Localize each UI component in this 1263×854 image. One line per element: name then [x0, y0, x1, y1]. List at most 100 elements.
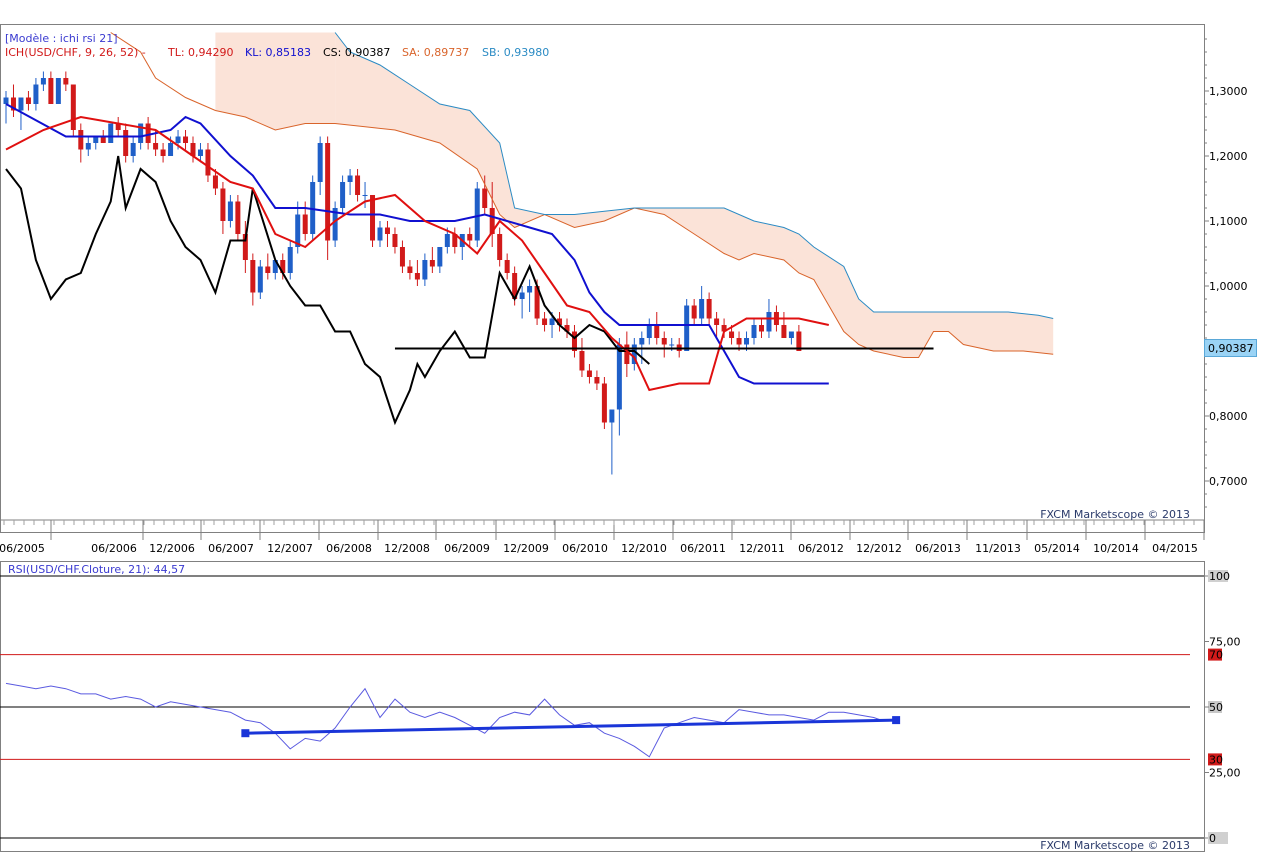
candle-body — [78, 130, 84, 150]
candle — [55, 78, 61, 104]
candle-body — [10, 97, 16, 111]
candle-body — [392, 234, 398, 247]
candle — [467, 227, 473, 247]
x-tick-label: 12/2006 — [149, 542, 195, 555]
rsi-level-badge — [1208, 753, 1222, 766]
rsi-title: RSI(USD/CHF.Cloture, 21): 44,57 — [8, 563, 185, 576]
candle-body — [123, 130, 129, 156]
candle-body — [317, 143, 323, 182]
candle-body — [729, 331, 735, 338]
candle-body — [18, 97, 24, 111]
candles — [3, 71, 802, 475]
rsi-tick-label: 75,00 — [1209, 636, 1241, 649]
candle — [384, 221, 390, 247]
rsi-level-badge — [1208, 701, 1222, 713]
candle — [586, 364, 592, 384]
trendline-handle-start — [241, 729, 250, 738]
candle-body — [684, 305, 690, 351]
candle-body — [295, 214, 301, 247]
candle-body — [310, 182, 316, 234]
candle-body — [429, 260, 435, 267]
trendline-handle-end — [892, 716, 901, 725]
candle-body — [175, 136, 181, 143]
candle — [153, 130, 159, 156]
candle-body — [250, 260, 256, 293]
x-tick-label: 12/2008 — [384, 542, 430, 555]
candle-body — [384, 227, 390, 234]
current-price-tag: 0,90387 — [1204, 339, 1257, 357]
cloud-fill — [335, 32, 1054, 358]
candle — [362, 182, 368, 208]
candle — [355, 169, 361, 202]
sa-value: SA: 0,89737 — [402, 46, 469, 59]
senkou-a-line — [110, 32, 1054, 358]
candle-body — [609, 409, 615, 423]
candle — [295, 201, 301, 254]
candle-body — [205, 149, 211, 176]
candle — [571, 325, 577, 358]
candle — [557, 312, 563, 332]
candle — [115, 117, 121, 137]
candle — [482, 175, 488, 215]
x-tick-label: 06/2011 — [680, 542, 726, 555]
x-axis: 06/2005 06/2006 12/2006 06/2007 12/2007 06/20… — [0, 519, 1205, 555]
candle-body — [100, 136, 106, 143]
x-tick-label: 06/2012 — [798, 542, 844, 555]
candle-body — [661, 338, 667, 345]
watermark-price: FXCM Marketscope © 2013 — [1040, 508, 1190, 521]
candle — [280, 253, 286, 280]
candle-body — [549, 318, 555, 325]
candle-body — [497, 234, 503, 260]
candle — [108, 123, 114, 143]
candle — [489, 182, 495, 247]
candle-body — [519, 292, 525, 299]
candle — [758, 318, 764, 338]
candle-body — [362, 195, 368, 196]
cs-value: CS: 0,90387 — [323, 46, 390, 59]
candle-body — [601, 383, 607, 423]
candle-body — [557, 318, 563, 325]
candle — [392, 227, 398, 254]
x-tick-label: 12/2007 — [267, 542, 313, 555]
x-tick-label: 12/2012 — [856, 542, 902, 555]
price-tick-label: 1,2000 — [1209, 150, 1248, 163]
candle-body — [340, 182, 346, 208]
candle — [399, 240, 405, 273]
candle-body — [699, 299, 705, 319]
candle — [205, 143, 211, 182]
candle — [287, 240, 293, 280]
candle-body — [489, 208, 495, 234]
rsi-bound-badge — [1208, 570, 1228, 582]
chikou-line — [5, 155, 650, 426]
candle — [474, 182, 480, 247]
candle — [616, 338, 622, 436]
candle — [257, 260, 263, 299]
price-tick-label: 1,1000 — [1209, 215, 1248, 228]
x-tick-label: 11/2013 — [975, 542, 1021, 555]
candle — [631, 338, 637, 371]
candle-body — [25, 97, 31, 104]
candle-body — [272, 260, 278, 273]
candle — [579, 338, 585, 377]
candle — [527, 279, 533, 312]
candle-body — [452, 234, 458, 247]
candle-body — [586, 370, 592, 377]
x-tick-label: 06/2006 — [91, 542, 137, 555]
x-tick-label: 04/2015 — [1152, 542, 1198, 555]
candle-body — [63, 78, 69, 85]
candle-body — [93, 136, 99, 143]
candle — [407, 260, 413, 280]
candle-body — [422, 260, 428, 280]
candle-body — [669, 344, 675, 346]
candle — [414, 260, 420, 286]
candle-body — [504, 260, 510, 273]
kijun-line — [5, 103, 829, 385]
candle-body — [138, 123, 144, 143]
candle — [781, 312, 787, 338]
candle-body — [534, 286, 540, 319]
candle — [85, 136, 91, 156]
candle — [699, 286, 705, 325]
candle-body — [183, 136, 189, 143]
candle-body — [242, 234, 248, 260]
